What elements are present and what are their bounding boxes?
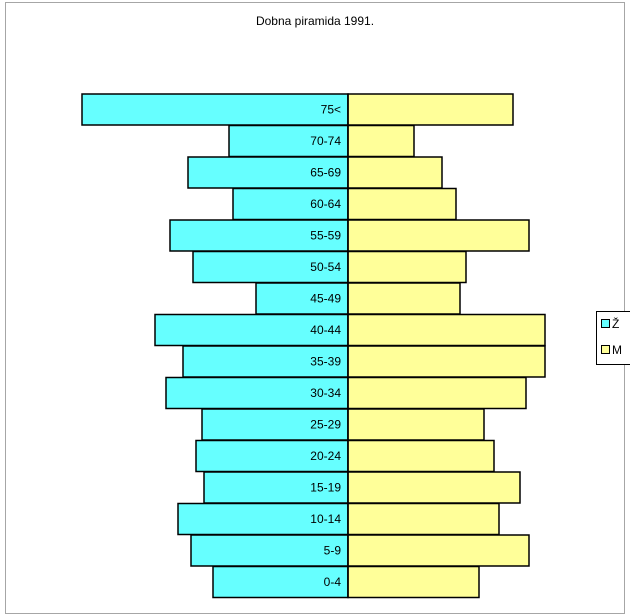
category-label: 60-64 <box>310 197 341 211</box>
legend-swatch-muskarci <box>601 345 610 355</box>
category-label: 25-29 <box>310 418 341 432</box>
bar-muskarci-60-64 <box>347 187 457 221</box>
category-label: 55-59 <box>310 229 341 243</box>
category-label: 30-34 <box>310 386 341 400</box>
bar-zene-40-44 <box>154 313 349 347</box>
category-label: 40-44 <box>310 323 341 337</box>
bar-muskarci-50-54 <box>347 250 467 284</box>
category-label: 5-9 <box>324 544 342 558</box>
bar-zene-10-14 <box>177 502 349 536</box>
bar-muskarci-10-14 <box>347 502 500 536</box>
legend-label-zene: Ž <box>612 317 620 331</box>
category-label: 45-49 <box>310 292 341 306</box>
bar-muskarci-5-9 <box>347 534 530 567</box>
bar-muskarci-75< <box>347 93 514 126</box>
bar-muskarci-15-19 <box>347 471 521 504</box>
bar-muskarci-25-29 <box>347 408 485 441</box>
category-label: 20-24 <box>310 449 341 463</box>
bar-zene-75< <box>81 93 349 126</box>
legend-swatch-zene <box>601 319 610 329</box>
bar-muskarci-45-49 <box>347 282 461 315</box>
category-label: 50-54 <box>310 260 341 274</box>
legend-label-muskarci: M <box>612 343 622 357</box>
bar-muskarci-30-34 <box>347 376 527 410</box>
category-label: 0-4 <box>324 575 342 589</box>
bar-muskarci-0-4 <box>347 565 480 599</box>
bar-muskarci-40-44 <box>347 313 546 347</box>
bar-muskarci-70-74 <box>347 124 415 158</box>
bar-muskarci-65-69 <box>347 156 443 189</box>
bar-zene-35-39 <box>182 345 349 378</box>
chart-title: Dobna piramida 1991. <box>255 14 375 28</box>
bar-muskarci-35-39 <box>347 345 546 378</box>
bar-zene-5-9 <box>190 534 349 567</box>
category-label: 70-74 <box>310 134 341 148</box>
bar-zene-45-49 <box>255 282 349 315</box>
legend-item-muskarci: M <box>601 343 622 357</box>
bar-zene-15-19 <box>203 471 349 504</box>
category-label: 15-19 <box>310 481 341 495</box>
bar-muskarci-20-24 <box>347 439 495 473</box>
category-label: 75< <box>321 103 341 117</box>
bar-muskarci-55-59 <box>347 219 530 252</box>
category-label: 10-14 <box>310 512 341 526</box>
legend: Ž M <box>596 311 630 365</box>
legend-item-zene: Ž <box>601 317 619 331</box>
bar-zene-25-29 <box>201 408 349 441</box>
bar-zene-50-54 <box>192 250 349 284</box>
category-label: 65-69 <box>310 166 341 180</box>
category-label: 35-39 <box>310 355 341 369</box>
